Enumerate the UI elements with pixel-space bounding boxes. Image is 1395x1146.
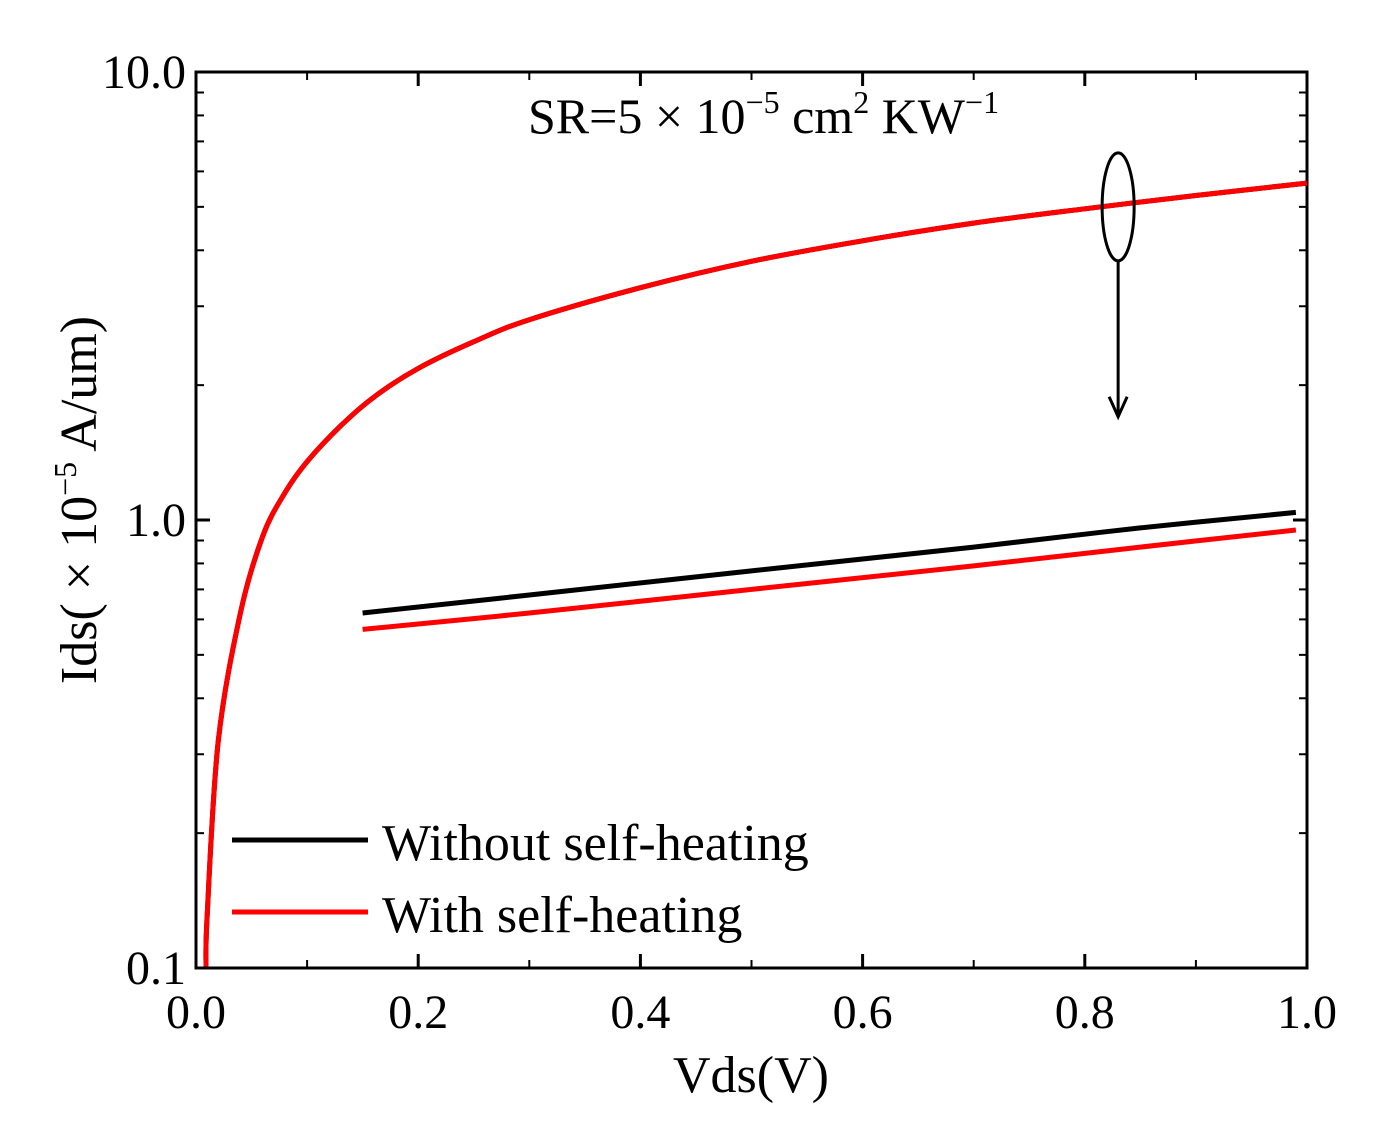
annotation-text: SR=5 × 10−5 cm2 KW−1 <box>528 84 999 144</box>
y-axis-title: Ids( × 10−5 A/um) <box>47 316 108 684</box>
legend: Without self-heating With self-heating <box>232 815 809 944</box>
series-line-1 <box>203 180 1308 969</box>
series-line-2 <box>362 509 1297 616</box>
legend-label-with: With self-heating <box>382 887 742 944</box>
x-tick-label: 1.0 <box>1277 986 1337 1039</box>
series-line-3 <box>362 527 1297 632</box>
y-tick-label: 10.0 <box>102 46 186 99</box>
legend-label-without: Without self-heating <box>382 815 809 872</box>
x-tick-label: 0.0 <box>166 986 226 1039</box>
y-tick-label: 1.0 <box>126 494 186 547</box>
y-tick-label: 0.1 <box>126 942 186 995</box>
x-tick-label: 0.8 <box>1055 986 1115 1039</box>
x-tick-label: 0.2 <box>388 986 448 1039</box>
x-tick-label: 0.4 <box>610 986 670 1039</box>
x-axis-title: Vds(V) <box>673 1047 829 1104</box>
arrow-head <box>1107 396 1129 421</box>
x-tick-label: 0.6 <box>833 986 893 1039</box>
